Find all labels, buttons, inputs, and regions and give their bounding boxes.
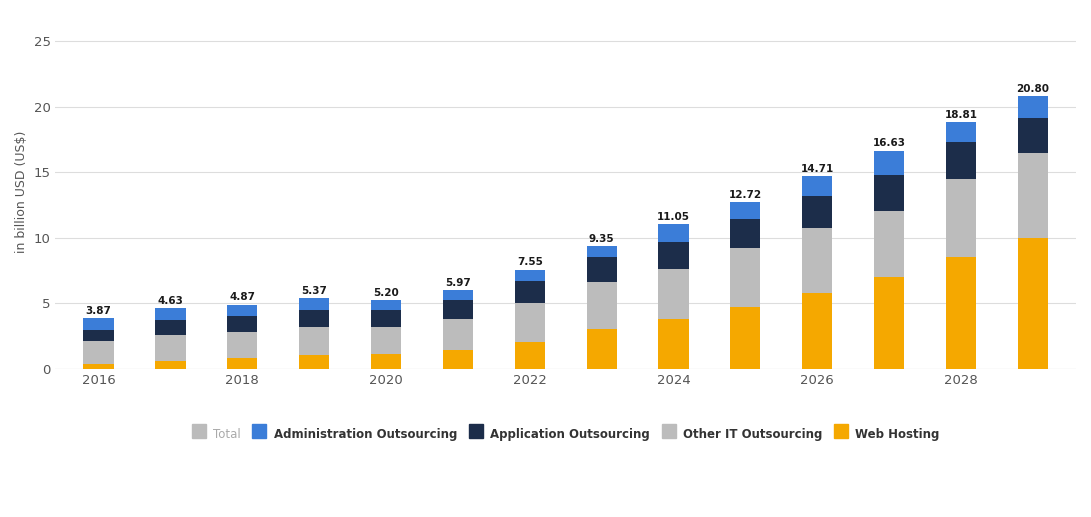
Text: 5.20: 5.20: [373, 288, 399, 298]
Bar: [730, 202, 760, 219]
Bar: [83, 364, 113, 369]
Text: 16.63: 16.63: [873, 139, 906, 148]
Text: 5.97: 5.97: [445, 278, 471, 288]
Bar: [802, 293, 832, 369]
Bar: [1018, 118, 1048, 153]
Text: 3.87: 3.87: [85, 306, 111, 315]
Bar: [874, 211, 904, 277]
Bar: [1018, 96, 1048, 118]
Legend: Total, Administration Outsourcing, Application Outsourcing, Other IT Outsourcing: Total, Administration Outsourcing, Appli…: [188, 424, 944, 444]
Bar: [299, 310, 329, 327]
Text: 12.72: 12.72: [729, 190, 762, 200]
Bar: [227, 305, 257, 316]
Bar: [587, 329, 616, 369]
Bar: [946, 257, 976, 369]
Bar: [227, 316, 257, 331]
Bar: [659, 319, 688, 369]
Bar: [1018, 238, 1048, 369]
Bar: [299, 355, 329, 369]
Y-axis label: in billion USD (US$): in billion USD (US$): [15, 131, 28, 253]
Bar: [1018, 153, 1048, 238]
Bar: [299, 298, 329, 310]
Text: 5.37: 5.37: [301, 286, 327, 296]
Bar: [371, 354, 401, 369]
Text: 9.35: 9.35: [589, 234, 614, 244]
Bar: [874, 277, 904, 369]
Text: 4.63: 4.63: [157, 296, 183, 306]
Text: 20.80: 20.80: [1017, 84, 1050, 94]
Bar: [443, 300, 473, 320]
Bar: [730, 248, 760, 307]
Bar: [443, 291, 473, 300]
Bar: [802, 196, 832, 229]
Bar: [371, 310, 401, 327]
Bar: [515, 342, 544, 369]
Bar: [802, 176, 832, 196]
Bar: [587, 282, 616, 329]
Bar: [659, 241, 688, 269]
Text: 4.87: 4.87: [229, 293, 255, 302]
Text: 7.55: 7.55: [517, 257, 542, 267]
Bar: [299, 327, 329, 355]
Bar: [371, 300, 401, 310]
Bar: [515, 281, 544, 303]
Bar: [155, 361, 185, 369]
Bar: [83, 341, 113, 364]
Bar: [730, 219, 760, 248]
Bar: [659, 269, 688, 319]
Bar: [659, 224, 688, 241]
Bar: [443, 349, 473, 369]
Bar: [730, 307, 760, 369]
Bar: [802, 229, 832, 293]
Bar: [443, 320, 473, 349]
Bar: [946, 142, 976, 179]
Bar: [515, 303, 544, 342]
Bar: [83, 318, 113, 330]
Bar: [155, 321, 185, 336]
Bar: [371, 327, 401, 354]
Bar: [946, 179, 976, 257]
Bar: [227, 331, 257, 358]
Bar: [227, 358, 257, 369]
Bar: [874, 151, 904, 175]
Bar: [946, 122, 976, 142]
Bar: [874, 175, 904, 211]
Bar: [587, 246, 616, 257]
Bar: [155, 308, 185, 321]
Text: 11.05: 11.05: [657, 211, 690, 221]
Text: 14.71: 14.71: [801, 163, 834, 174]
Text: 18.81: 18.81: [945, 110, 978, 120]
Bar: [155, 336, 185, 361]
Bar: [587, 257, 616, 282]
Bar: [83, 330, 113, 341]
Bar: [515, 270, 544, 281]
